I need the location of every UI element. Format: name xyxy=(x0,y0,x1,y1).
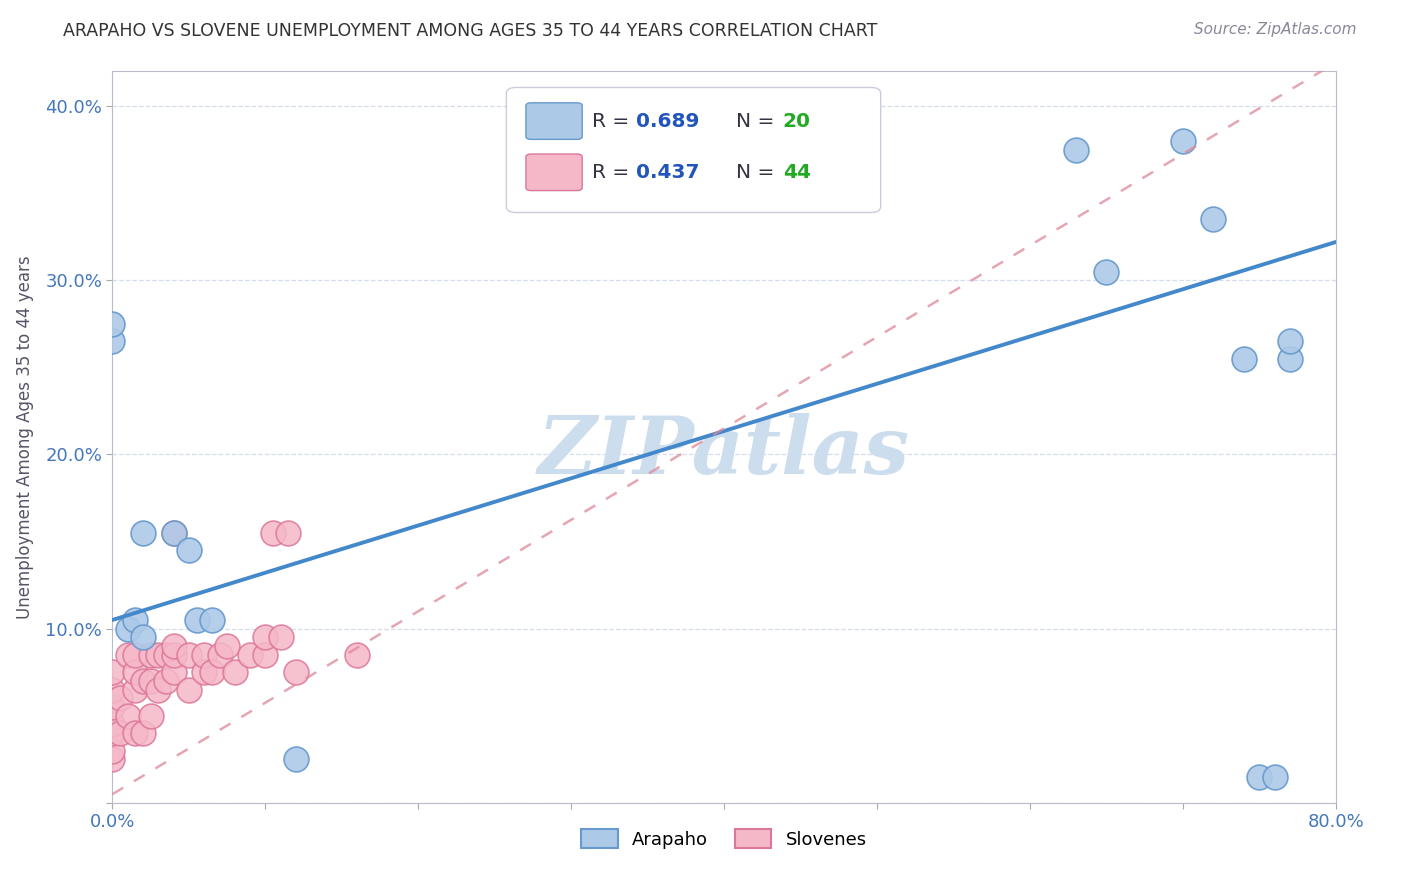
Point xyxy=(277,525,299,540)
Point xyxy=(1233,351,1256,366)
Point xyxy=(1095,265,1118,279)
Text: R =: R = xyxy=(592,163,636,182)
Point xyxy=(163,525,186,540)
Point xyxy=(186,613,208,627)
Point xyxy=(1264,770,1286,784)
Point xyxy=(1249,770,1271,784)
Point xyxy=(148,648,170,662)
Point xyxy=(284,665,308,680)
Point xyxy=(132,631,155,645)
Point xyxy=(254,631,277,645)
Point xyxy=(346,648,368,662)
Point xyxy=(124,682,146,697)
Point xyxy=(284,752,308,766)
Point xyxy=(101,665,124,680)
Text: N =: N = xyxy=(737,112,782,130)
Point xyxy=(217,639,239,653)
Point xyxy=(254,648,277,662)
Point xyxy=(101,317,124,331)
Point xyxy=(132,726,155,740)
FancyBboxPatch shape xyxy=(506,87,880,212)
Point xyxy=(108,691,131,706)
Point xyxy=(163,639,186,653)
Point xyxy=(139,673,162,688)
Text: ZIPatlas: ZIPatlas xyxy=(538,413,910,491)
Point xyxy=(208,648,231,662)
Text: 0.437: 0.437 xyxy=(636,163,700,182)
Point xyxy=(117,708,139,723)
Point xyxy=(155,648,177,662)
Point xyxy=(101,726,124,740)
Point xyxy=(1278,334,1301,349)
Y-axis label: Unemployment Among Ages 35 to 44 years: Unemployment Among Ages 35 to 44 years xyxy=(15,255,34,619)
Point xyxy=(132,673,155,688)
Point xyxy=(139,708,162,723)
Text: Source: ZipAtlas.com: Source: ZipAtlas.com xyxy=(1194,22,1357,37)
Point xyxy=(201,613,224,627)
Point xyxy=(177,648,200,662)
Point xyxy=(1171,134,1194,148)
Text: N =: N = xyxy=(737,163,782,182)
Point xyxy=(193,665,215,680)
Point xyxy=(108,726,131,740)
Point xyxy=(124,648,146,662)
Point xyxy=(155,673,177,688)
Text: 20: 20 xyxy=(783,112,811,130)
Point xyxy=(239,648,262,662)
Point xyxy=(1064,143,1087,157)
Point xyxy=(117,648,139,662)
Point xyxy=(163,648,186,662)
Point xyxy=(1202,212,1225,227)
Point xyxy=(177,543,200,558)
Point xyxy=(101,752,124,766)
Text: ARAPAHO VS SLOVENE UNEMPLOYMENT AMONG AGES 35 TO 44 YEARS CORRELATION CHART: ARAPAHO VS SLOVENE UNEMPLOYMENT AMONG AG… xyxy=(63,22,877,40)
Text: R =: R = xyxy=(592,112,636,130)
Text: 44: 44 xyxy=(783,163,811,182)
Point xyxy=(139,648,162,662)
Point xyxy=(224,665,246,680)
Point xyxy=(132,525,155,540)
Point xyxy=(1278,351,1301,366)
Point xyxy=(177,682,200,697)
Point xyxy=(101,334,124,349)
Point xyxy=(163,665,186,680)
FancyBboxPatch shape xyxy=(526,154,582,191)
Point xyxy=(101,700,124,714)
Point xyxy=(101,717,124,731)
Point xyxy=(193,648,215,662)
Text: 0.689: 0.689 xyxy=(636,112,699,130)
Legend: Arapaho, Slovenes: Arapaho, Slovenes xyxy=(574,822,875,856)
Point xyxy=(270,631,292,645)
Point xyxy=(124,726,146,740)
Point xyxy=(101,682,124,697)
Point xyxy=(148,682,170,697)
Point xyxy=(124,665,146,680)
Point xyxy=(117,622,139,636)
FancyBboxPatch shape xyxy=(526,103,582,139)
Point xyxy=(101,743,124,757)
Point xyxy=(124,613,146,627)
Point xyxy=(201,665,224,680)
Point xyxy=(163,525,186,540)
Point xyxy=(262,525,284,540)
